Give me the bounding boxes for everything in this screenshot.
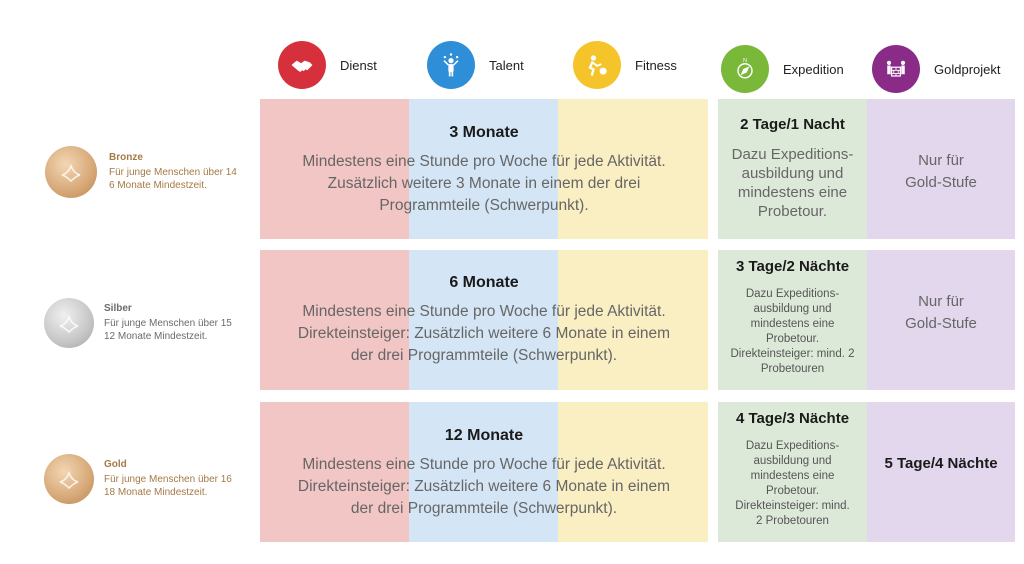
cell-gold-fitness (558, 402, 708, 542)
silber-gold-line: Nur für (918, 293, 964, 310)
cell-gold-talent (409, 402, 558, 542)
running-ball-icon (573, 41, 621, 89)
silber-gold-line: Gold-Stufe (905, 315, 977, 332)
column-header-dienst: Dienst (278, 41, 377, 89)
gold-expedition-details: Dazu Expeditions- ausbildung und mindest… (718, 439, 867, 529)
silber-duration: 6 Monate (449, 274, 519, 291)
bronze-expedition-line: ausbildung und (741, 165, 844, 182)
column-label-goldprojekt: Goldprojekt (934, 61, 1001, 77)
level-name-bronze: Bronze (109, 152, 143, 163)
bronze-requirement-line: Zusätzlich weitere 3 Monate in einem der… (327, 175, 641, 192)
gold-requirement-line: der drei Programmteile (Schwerpunkt). (350, 500, 618, 517)
gold-expedition-line: Probetour. (765, 485, 820, 497)
level-silber: Silber Für junge Menschen über 15 12 Mon… (44, 298, 232, 348)
cell-bronze-goldprojekt (867, 99, 1015, 239)
silver-medal-icon (44, 298, 94, 348)
silber-goldprojekt-note: Nur für Gold-Stufe (867, 291, 1015, 335)
cell-silber-talent (409, 250, 558, 390)
bronze-duration: 3 Monate (449, 124, 519, 141)
svg-text:N: N (743, 58, 747, 64)
level-minimum-gold: 18 Monate Mindestzeit. (104, 487, 208, 498)
silber-requirement-line: der drei Programmteile (Schwerpunkt). (350, 347, 618, 364)
level-age-bronze: Für junge Menschen über 14 (109, 167, 237, 178)
people-wall-icon (872, 45, 920, 93)
level-minimum-silber: 12 Monate Mindestzeit. (104, 331, 208, 342)
silber-expedition-line: ausbildung und (753, 303, 832, 315)
silber-expedition-line: Direkteinsteiger: mind. 2 (730, 348, 855, 360)
cell-bronze-expedition (718, 99, 867, 239)
gold-requirement-line: Mindestens eine Stunde pro Woche für jed… (302, 456, 666, 473)
silber-expedition-line: Probetouren (760, 363, 825, 375)
level-name-silber: Silber (104, 303, 132, 314)
bronze-expedition-line: mindestens eine (737, 184, 848, 201)
bronze-medal-icon (45, 146, 97, 198)
silber-expedition-line: mindestens eine (750, 318, 835, 330)
column-label-fitness: Fitness (635, 57, 677, 73)
cell-silber-expedition (718, 250, 867, 390)
gold-expedition-title: 4 Tage/3 Nächte (735, 410, 850, 427)
cell-gold-dienst (260, 402, 409, 542)
compass-icon: N (721, 45, 769, 93)
silber-expedition-details: Dazu Expeditions- ausbildung und mindest… (718, 287, 867, 377)
gold-requirement-line: Direkteinsteiger: Zusätzlich weitere 6 M… (297, 478, 671, 495)
column-header-expedition: N Expedition (721, 45, 844, 93)
cell-silber-dienst (260, 250, 409, 390)
gold-expedition-line: 2 Probetouren (756, 515, 829, 527)
gold-requirements: Mindestens eine Stunde pro Woche für jed… (260, 454, 708, 520)
bronze-expedition-details: Dazu Expeditions- ausbildung und mindest… (718, 145, 867, 221)
cell-bronze-fitness (558, 99, 708, 239)
cell-bronze-dienst (260, 99, 409, 239)
silber-expedition-title: 3 Tage/2 Nächte (735, 258, 850, 275)
column-label-expedition: Expedition (783, 61, 844, 77)
bronze-requirement-line: Programmteile (Schwerpunkt). (379, 197, 589, 214)
bronze-goldprojekt-note: Nur für Gold-Stufe (867, 150, 1015, 194)
silber-requirement-line: Direkteinsteiger: Zusätzlich weitere 6 M… (297, 325, 671, 342)
gold-goldprojekt-duration: 5 Tage/4 Nächte (884, 455, 998, 472)
level-gold: Gold Für junge Menschen über 16 18 Monat… (44, 454, 232, 504)
silber-expedition-line: Probetour. (765, 333, 820, 345)
column-header-goldprojekt: Goldprojekt (872, 45, 1000, 93)
level-age-silber: Für junge Menschen über 15 (104, 318, 232, 329)
bronze-expedition-title: 2 Tage/1 Nacht (740, 116, 845, 133)
bronze-requirements: Mindestens eine Stunde pro Woche für jed… (260, 151, 708, 217)
column-header-talent: Talent (427, 41, 524, 89)
cell-gold-expedition (718, 402, 867, 542)
bronze-expedition-line: Probetour. (757, 203, 828, 220)
gold-expedition-line: ausbildung und (753, 455, 832, 467)
level-name-gold: Gold (104, 459, 127, 470)
handshake-icon (278, 41, 326, 89)
silber-requirement-line: Mindestens eine Stunde pro Woche für jed… (302, 303, 666, 320)
bronze-gold-line: Gold-Stufe (905, 174, 977, 191)
bronze-expedition-line: Dazu Expeditions- (731, 146, 854, 163)
gold-expedition-line: Direkteinsteiger: mind. (735, 500, 850, 512)
cell-gold-goldprojekt (867, 402, 1015, 542)
level-bronze: Bronze Für junge Menschen über 14 6 Mona… (45, 146, 237, 198)
juggler-icon (427, 41, 475, 89)
silber-expedition-line: Dazu Expeditions- (745, 288, 840, 300)
column-label-dienst: Dienst (340, 57, 377, 73)
bronze-gold-line: Nur für (918, 152, 964, 169)
silber-requirements: Mindestens eine Stunde pro Woche für jed… (260, 301, 708, 367)
level-age-gold: Für junge Menschen über 16 (104, 474, 232, 485)
gold-expedition-line: Dazu Expeditions- (745, 440, 840, 452)
gold-duration: 12 Monate (444, 427, 524, 444)
gold-medal-icon (44, 454, 94, 504)
column-label-talent: Talent (489, 57, 524, 73)
cell-silber-goldprojekt (867, 250, 1015, 390)
cell-bronze-talent (409, 99, 558, 239)
cell-silber-fitness (558, 250, 708, 390)
column-header-fitness: Fitness (573, 41, 677, 89)
bronze-requirement-line: Mindestens eine Stunde pro Woche für jed… (302, 153, 666, 170)
gold-expedition-line: mindestens eine (750, 470, 835, 482)
level-minimum-bronze: 6 Monate Mindestzeit. (109, 180, 207, 191)
